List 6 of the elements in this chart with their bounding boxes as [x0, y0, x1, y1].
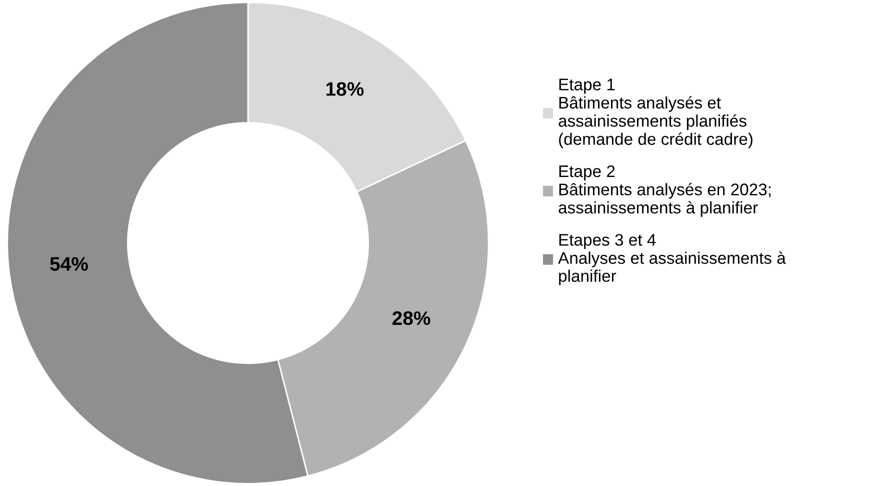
legend-label: Etape 2 Bâtiments analysés en 2023; assainissements à planifier — [558, 165, 771, 217]
legend-label: Etapes 3 et 4 Analyses et assainissements à planifier — [558, 234, 786, 286]
data-label: 54% — [50, 257, 88, 271]
data-label: 28% — [392, 311, 430, 326]
data-label: 18% — [326, 82, 364, 96]
legend-label: Etape 1 Bâtiments analysés et assainissements planifiés (demande de crédit cadre) — [558, 78, 752, 148]
